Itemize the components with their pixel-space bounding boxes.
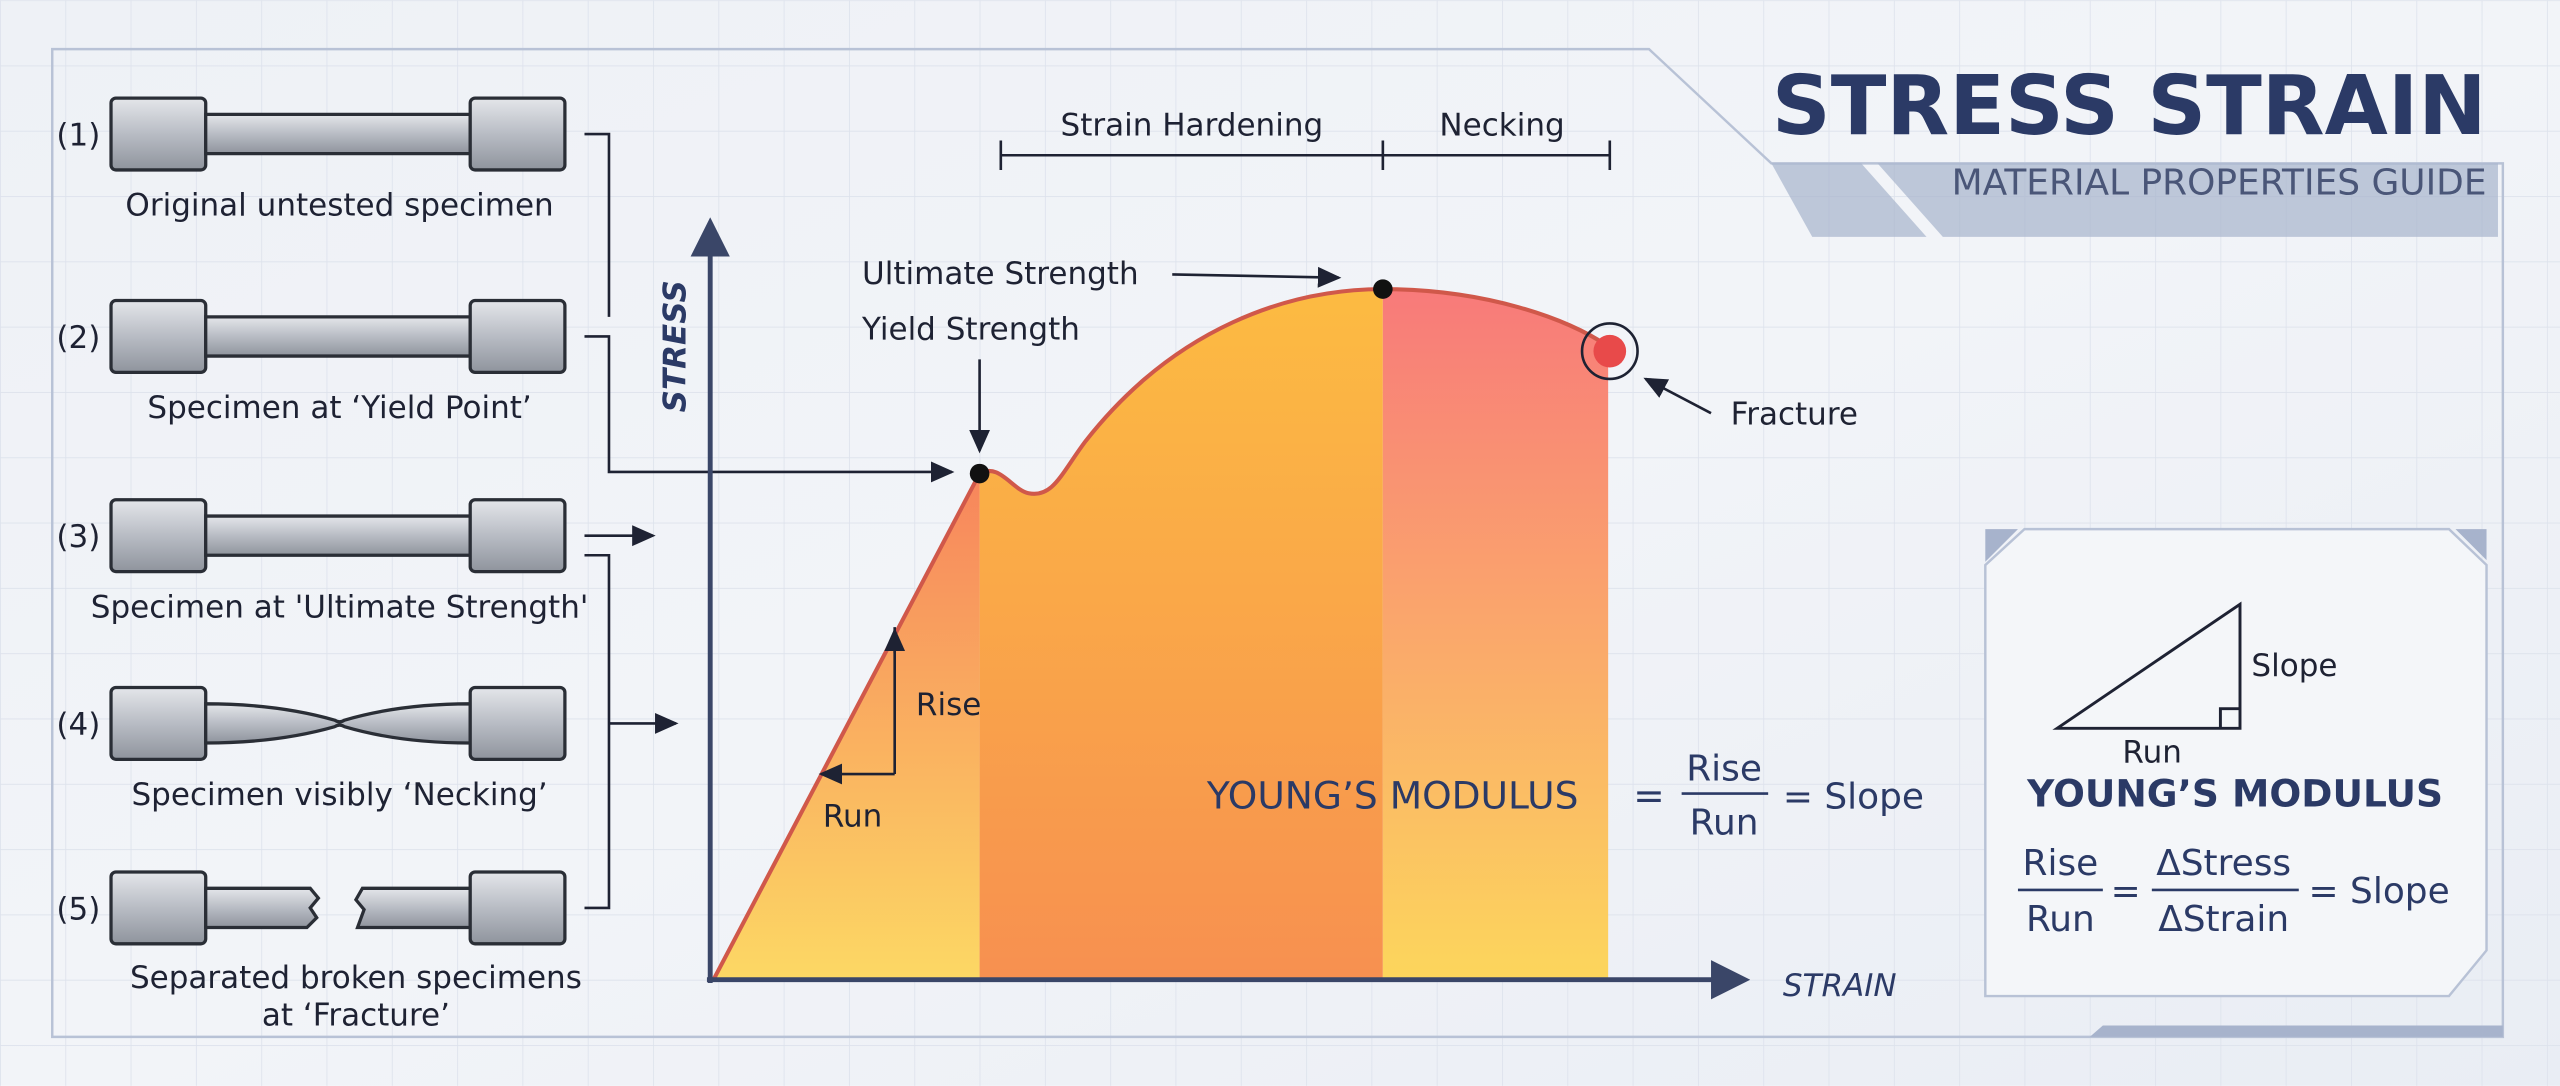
specimen-number: (3) — [56, 519, 100, 555]
annotation: Yield Strength — [861, 312, 1080, 348]
specimens: (1) (2) (3) (4) (5) Original untested sp… — [56, 96, 589, 1033]
connectors — [584, 132, 955, 910]
specimen-number: (1) — [56, 117, 100, 153]
specimen-label: Original untested specimen — [125, 188, 553, 224]
region-label: Necking — [1439, 108, 1564, 144]
formula-equals: = — [1633, 773, 1664, 817]
ultimate-point — [1373, 279, 1393, 299]
formula-result: = Slope — [1783, 776, 1924, 817]
fracture-ring — [1580, 322, 1639, 381]
specimen-label: Specimen at 'Ultimate Strength' — [91, 589, 589, 625]
header-stripe — [1771, 163, 2498, 237]
x-axis-label: STRAIN — [1783, 968, 1897, 1004]
title: STRESS STRAIN — [1772, 59, 2487, 154]
y-axis-label: STRESS — [658, 280, 694, 412]
slope-triangle — [2052, 601, 2242, 730]
fracture-point — [1593, 334, 1627, 368]
formula-denominator: Run — [1690, 802, 1759, 843]
footer-stripe — [2089, 1025, 2503, 1037]
formula-label: YOUNG’S MODULUS — [1206, 773, 1579, 817]
panel-numerator2: ΔStress — [2156, 843, 2291, 884]
panel-equals: = — [2111, 871, 2141, 912]
arrow — [1643, 377, 1712, 415]
formula-numerator: Rise — [1686, 749, 1762, 790]
arrow — [1172, 266, 1342, 288]
necking-region — [1382, 289, 1609, 980]
specimen-label: Separated broken specimens — [130, 960, 582, 996]
annotation: Run — [823, 798, 882, 834]
panel-run: Run — [2122, 735, 2181, 771]
annotation: Rise — [916, 687, 981, 723]
region-label: Strain Hardening — [1061, 108, 1324, 144]
panel — [1984, 527, 2488, 998]
specimen-label: at ‘Fracture’ — [262, 997, 450, 1033]
panel-slope: Slope — [2251, 648, 2337, 684]
yield-point — [969, 463, 990, 484]
strain-hardening-region — [979, 289, 1383, 980]
subtitle: MATERIAL PROPERTIES GUIDE — [1952, 162, 2487, 203]
stress-strain-curve — [711, 287, 1610, 981]
region-brackets — [999, 140, 1612, 170]
specimen-icon — [109, 870, 567, 946]
panel-result: = Slope — [2309, 871, 2450, 912]
specimen-number: (5) — [56, 891, 100, 927]
specimen-number: (2) — [56, 320, 100, 356]
panel-denominator: Run — [2026, 899, 2095, 940]
annotation: Ultimate Strength — [862, 256, 1139, 292]
panel-numerator: Rise — [2023, 843, 2099, 884]
annotation: Fracture — [1731, 397, 1858, 433]
specimen-label: Specimen at ‘Yield Point’ — [147, 390, 531, 426]
frame — [51, 47, 2505, 1039]
panel-title: YOUNG’S MODULUS — [2026, 772, 2443, 816]
specimen-icon — [109, 685, 567, 761]
specimen-label: Specimen visibly ‘Necking’ — [131, 777, 547, 813]
panel-denominator2: ΔStrain — [2158, 899, 2289, 940]
specimen-number: (4) — [56, 707, 100, 743]
